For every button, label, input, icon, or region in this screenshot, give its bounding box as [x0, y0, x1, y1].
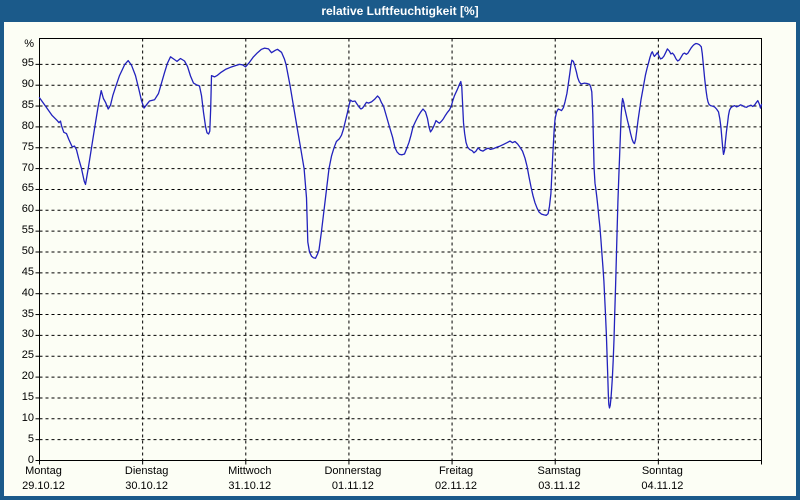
chart-area: % 0 5 10 15 20 25 30 35 40 45 50 55 60 65 70 75 80 85 90 95…: [4, 22, 796, 496]
window-titlebar: relative Luftfeuchtigkeit [%]: [0, 0, 800, 22]
humidity-series-line: [38, 42, 763, 409]
y-tick-label: 40: [21, 286, 34, 299]
x-day-date-label: 02.11.12: [435, 480, 478, 492]
y-axis-unit-label: %: [24, 38, 34, 50]
y-tick-label: 0: [27, 453, 34, 466]
x-day-name-label: Mittwoch: [228, 465, 272, 477]
x-day-name-label: Sonntag: [641, 465, 683, 477]
y-tick-label: 60: [21, 203, 34, 216]
x-day-name-label: Dienstag: [124, 465, 169, 477]
x-day-date-label: 31.10.12: [228, 480, 272, 492]
y-tick-label: 15: [21, 390, 34, 403]
y-tick-label: 70: [21, 161, 34, 174]
y-tick-label: 10: [21, 411, 34, 424]
y-tick-label: 30: [21, 328, 34, 341]
y-tick-label: 45: [21, 265, 34, 278]
x-day-date-label: 30.10.12: [125, 480, 169, 492]
y-tick-label: 50: [21, 245, 34, 257]
plot-frame: [39, 38, 762, 461]
window-title: relative Luftfeuchtigkeit [%]: [321, 4, 479, 18]
y-tick-label: 85: [21, 99, 34, 112]
x-day-date-label: 03.11.12: [538, 480, 581, 492]
y-tick-label: 65: [21, 182, 34, 195]
x-day-date-label: 04.11.12: [641, 480, 684, 492]
y-tick-label: 35: [21, 307, 34, 320]
y-tick-label: 90: [21, 78, 34, 91]
humidity-line-chart: [35, 38, 763, 465]
y-tick-label: 20: [21, 370, 34, 383]
y-tick-label: 80: [21, 119, 34, 132]
x-day-name-label: Montag: [25, 465, 62, 477]
x-day-name-label: Samstag: [537, 465, 581, 477]
y-tick-label: 5: [27, 432, 34, 445]
y-tick-label: 75: [21, 140, 34, 153]
y-tick-label: 25: [21, 349, 34, 362]
x-day-date-label: 29.10.12: [22, 480, 65, 492]
y-tick-label: 55: [21, 224, 34, 237]
x-day-name-label: Donnerstag: [324, 465, 382, 477]
x-day-name-label: Freitag: [438, 465, 474, 477]
x-day-date-label: 01.11.12: [331, 480, 374, 492]
y-tick-label: 95: [21, 57, 34, 70]
